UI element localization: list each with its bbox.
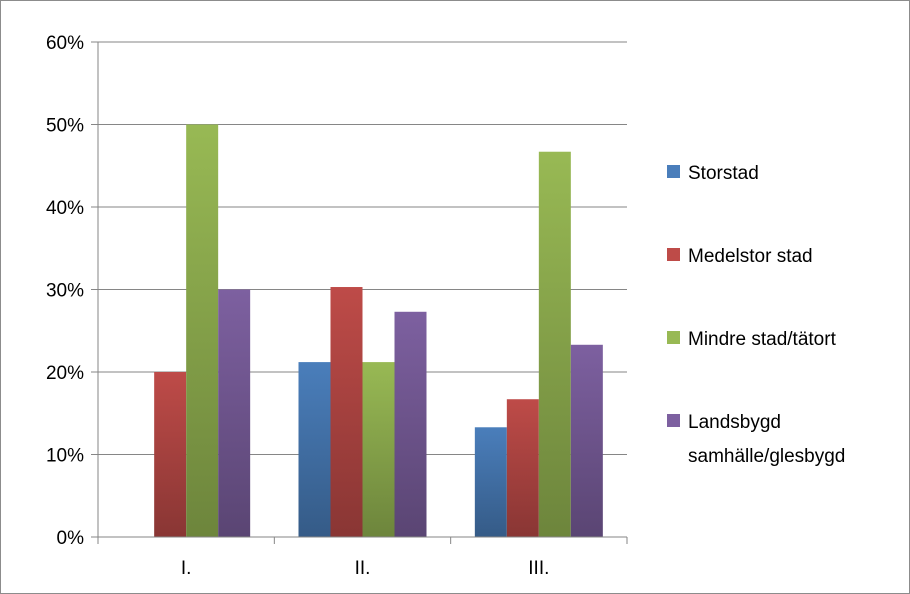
legend: Storstad Medelstor stad Mindre stad/tätort… (667, 163, 845, 467)
legend-label: Landsbygd samhälle/glesbygd (688, 412, 845, 467)
legend-label: Medelstor stad (688, 246, 813, 267)
y-tick-label: 50% (46, 116, 84, 137)
bar-2-3 (362, 362, 395, 537)
bar-1-3 (186, 124, 219, 537)
y-tick-label: 20% (46, 363, 84, 384)
bars (154, 124, 603, 537)
legend-swatch (667, 331, 680, 344)
legend-swatch (667, 165, 680, 178)
bar-3-4 (570, 344, 603, 537)
legend-label: Mindre stad/tätort (688, 329, 837, 350)
axes: 0% 10% 20% 30% 40% 50% 60% I. II. III. (46, 33, 628, 579)
bar-1-2 (154, 372, 187, 537)
y-tick-label: 0% (57, 528, 85, 549)
bar-2-1 (298, 362, 331, 537)
y-tick-label: 10% (46, 446, 84, 467)
x-tick-label: I. (181, 558, 192, 579)
legend-swatch (667, 414, 680, 427)
bar-3-2 (506, 399, 539, 537)
bar-3-3 (538, 151, 571, 537)
bar-2-2 (330, 287, 363, 537)
legend-swatch (667, 248, 680, 261)
bar-1-4 (218, 289, 251, 537)
y-tick-label: 60% (46, 33, 84, 54)
legend-label: Storstad (688, 163, 759, 184)
y-tick-label: 30% (46, 281, 84, 302)
x-tick-label: II. (355, 558, 371, 579)
y-tick-label: 40% (46, 198, 84, 219)
bar-2-4 (394, 311, 427, 537)
x-tick-label: III. (528, 558, 549, 579)
bar-3-1 (474, 427, 507, 537)
